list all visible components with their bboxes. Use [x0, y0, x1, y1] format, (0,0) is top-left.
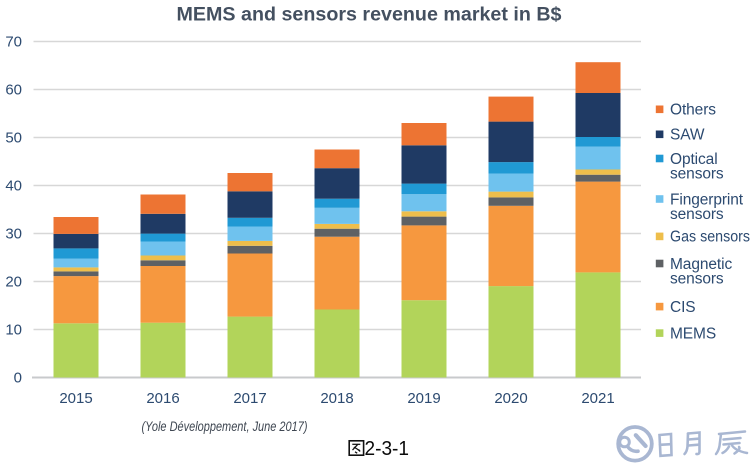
svg-text:sensors: sensors — [670, 270, 724, 287]
svg-text:sensors: sensors — [670, 206, 724, 223]
svg-text:MEMS: MEMS — [670, 325, 716, 342]
svg-text:MEMS and sensors revenue marke: MEMS and sensors revenue market in B$ — [177, 4, 562, 26]
svg-text:50: 50 — [5, 130, 22, 147]
svg-text:20: 20 — [5, 274, 22, 291]
svg-text:2020: 2020 — [494, 390, 527, 407]
svg-text:CIS: CIS — [670, 299, 696, 316]
svg-text:70: 70 — [5, 34, 22, 51]
svg-text:60: 60 — [5, 82, 22, 99]
svg-text:sensors: sensors — [670, 165, 724, 182]
svg-text:2021: 2021 — [581, 390, 614, 407]
svg-text:Others: Others — [670, 102, 716, 119]
svg-text:40: 40 — [5, 178, 22, 195]
svg-text:30: 30 — [5, 226, 22, 243]
svg-text:2018: 2018 — [320, 390, 353, 407]
svg-text:2019: 2019 — [407, 390, 440, 407]
svg-text:10: 10 — [5, 322, 22, 339]
svg-text:Fingerprint: Fingerprint — [670, 191, 744, 208]
svg-text:SAW: SAW — [670, 127, 705, 144]
svg-text:2-3-1: 2-3-1 — [365, 437, 410, 460]
svg-text:Magnetic: Magnetic — [670, 256, 732, 273]
svg-text:2016: 2016 — [146, 390, 179, 407]
svg-text:Optical: Optical — [670, 151, 718, 168]
svg-text:0: 0 — [14, 370, 22, 387]
svg-text:Gas sensors: Gas sensors — [670, 229, 750, 246]
svg-text:2015: 2015 — [59, 390, 92, 407]
svg-text:2017: 2017 — [233, 390, 266, 407]
svg-text:(Yole Développement, June 2017: (Yole Développement, June 2017) — [142, 419, 308, 434]
